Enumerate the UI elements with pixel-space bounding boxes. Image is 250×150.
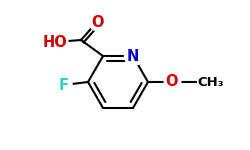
Text: N: N [127, 48, 139, 63]
Text: CH₃: CH₃ [197, 75, 224, 88]
Text: O: O [166, 75, 178, 90]
Text: F: F [59, 78, 69, 93]
Text: O: O [91, 15, 103, 30]
Text: HO: HO [42, 34, 68, 50]
